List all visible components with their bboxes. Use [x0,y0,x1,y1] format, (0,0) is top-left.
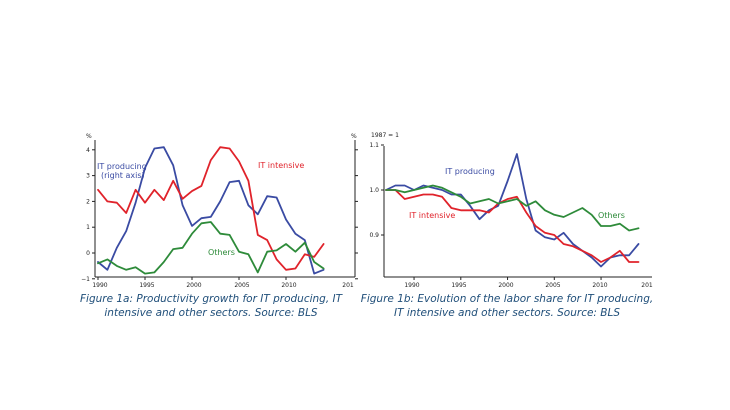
y-tick-label: −1 [81,276,90,283]
x-tick-label: 2005 [234,282,249,289]
caption-figure-1a: Figure 1a: Productivity growth for IT pr… [66,292,356,320]
x-tick-label: 201 [641,282,653,289]
series-line-others [385,184,640,232]
x-tick-label: 1995 [139,282,154,289]
caption-1a-line-1: Figure 1a: Productivity growth for IT pr… [79,293,343,305]
y-tick-label: 3 [86,173,90,180]
y-tick-label: 0 [86,250,90,257]
annotation-it-producing: IT producing [445,167,495,176]
x-tick-label: 2010 [281,282,296,289]
series-line-it-intensive [385,189,640,263]
series-line-it-producing [97,146,325,275]
x-tick-label: 201 [342,282,354,289]
x-tick-label: 1995 [451,282,466,289]
y-unit-label: 1987 = 1 [371,132,399,139]
series-line-others [97,221,325,275]
x-tick-label: 1990 [92,282,107,289]
x-tick-label: 2000 [186,282,201,289]
annotation-right-axis: (right axis) [101,171,145,180]
chart-1b: 1987 = 1 0.9 1.0 1.1 1990 1995 2000 2005 2010 201… [369,132,652,289]
caption-1a-line-2: intensive and other sectors. Source: BLS [104,307,318,319]
x-tick-label: 2000 [498,282,513,289]
annotation-others: Others [598,211,625,220]
x-tick-label: 1990 [404,282,419,289]
y-tick-label: 0.9 [369,232,379,239]
y-tick-label: 1 [86,224,90,231]
annotation-it-intensive: IT intensive [258,161,304,170]
y2-unit-label: % [351,133,357,140]
caption-1b-line-2: IT intensive and other sectors. Source: … [393,307,621,319]
caption-figure-1b: Figure 1b: Evolution of the labor share … [352,292,662,320]
y-tick-label: 1.0 [369,187,379,194]
series-line-it-intensive [97,146,325,271]
y-unit-label: % [86,133,92,140]
annotation-it-intensive: IT intensive [409,211,455,220]
y-tick-label: 4 [86,147,90,154]
y-tick-label: 2 [86,198,90,205]
annotation-it-producing: IT producing [97,162,147,171]
x-tick-label: 2005 [545,282,560,289]
y-tick-label: 1.1 [369,142,379,149]
x-tick-label: 2010 [592,282,607,289]
annotation-others: Others [208,248,235,257]
chart-1a: % % −1 0 1 2 3 4 1990 1995 2000 2005 2010 201 IT produ… [81,133,358,289]
caption-1b-line-1: Figure 1b: Evolution of the labor share … [360,293,654,305]
